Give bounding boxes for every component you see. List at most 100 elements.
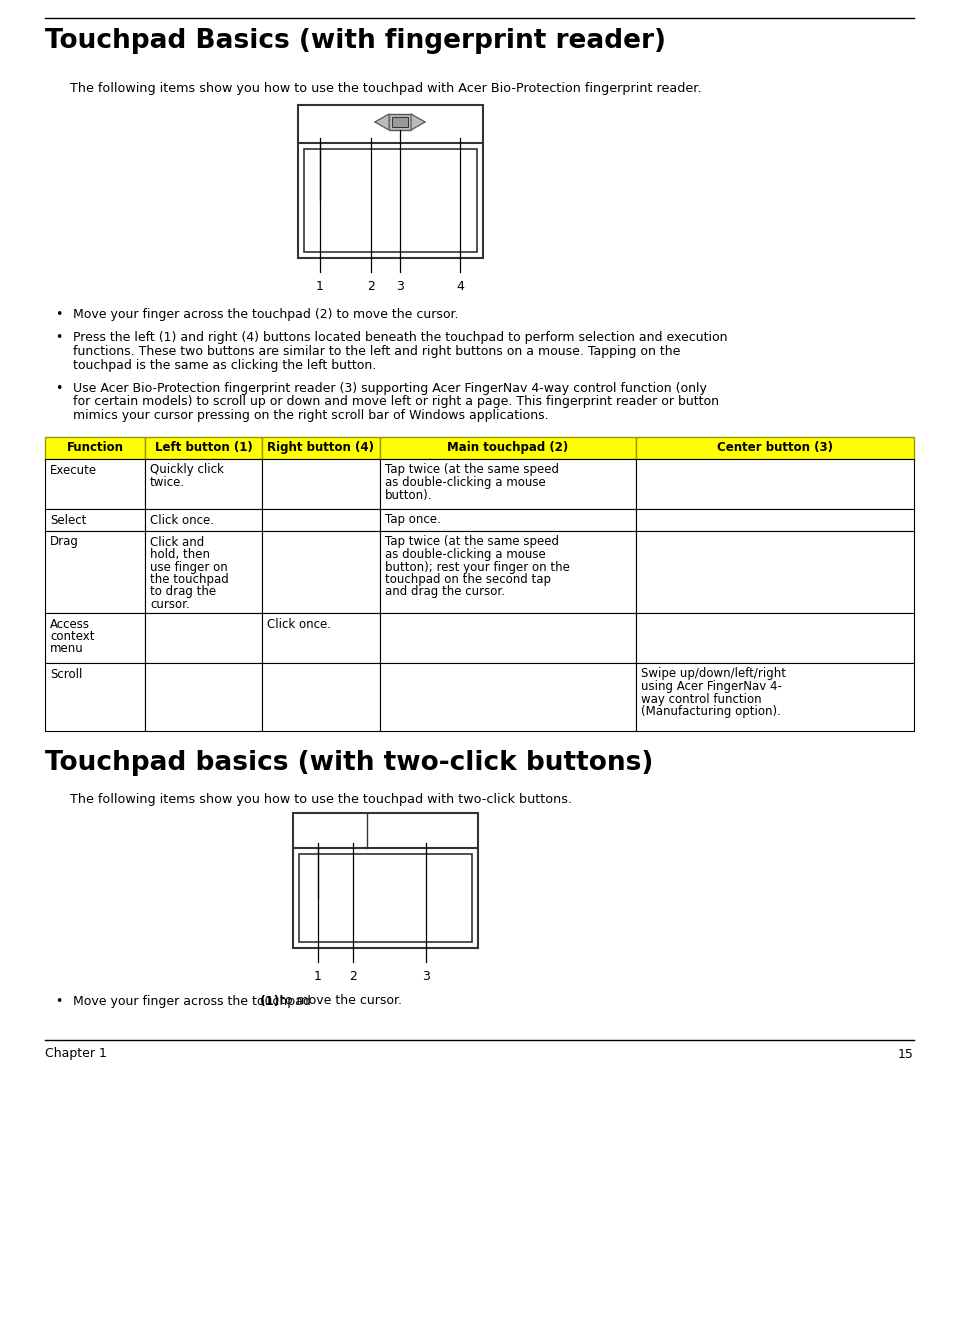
- Bar: [297, 106, 482, 258]
- Text: menu: menu: [50, 643, 84, 656]
- Text: to drag the: to drag the: [150, 585, 215, 599]
- Text: Tap twice (at the same speed: Tap twice (at the same speed: [384, 464, 558, 477]
- Text: Drag: Drag: [50, 536, 79, 549]
- Text: Main touchpad (2): Main touchpad (2): [447, 441, 568, 454]
- Text: button); rest your finger on the: button); rest your finger on the: [384, 561, 569, 573]
- Bar: [379, 663, 636, 731]
- Text: Function: Function: [67, 441, 123, 454]
- Bar: [379, 437, 636, 458]
- Text: using Acer FingerNav 4-: using Acer FingerNav 4-: [640, 680, 781, 693]
- Bar: [293, 812, 477, 947]
- Text: twice.: twice.: [150, 476, 185, 489]
- Bar: [379, 509, 636, 530]
- Text: as double-clicking a mouse: as double-clicking a mouse: [384, 476, 545, 489]
- Bar: [636, 437, 913, 458]
- Text: mimics your cursor pressing on the right scroll bar of Windows applications.: mimics your cursor pressing on the right…: [73, 409, 548, 422]
- Text: 2: 2: [367, 281, 375, 293]
- Bar: [379, 612, 636, 663]
- Bar: [145, 530, 262, 612]
- Bar: [392, 118, 408, 127]
- Text: Move your finger across the touchpad: Move your finger across the touchpad: [73, 994, 314, 1007]
- Bar: [262, 530, 379, 612]
- Text: Press the left (1) and right (4) buttons located beneath the touchpad to perform: Press the left (1) and right (4) buttons…: [73, 331, 727, 345]
- Bar: [636, 509, 913, 530]
- Bar: [145, 509, 262, 530]
- Bar: [304, 150, 476, 253]
- Text: Execute: Execute: [50, 464, 97, 477]
- Text: Move your finger across the touchpad (2) to move the cursor.: Move your finger across the touchpad (2)…: [73, 309, 458, 321]
- Text: Tap twice (at the same speed: Tap twice (at the same speed: [384, 536, 558, 549]
- Text: Click once.: Click once.: [150, 513, 213, 526]
- Text: Touchpad Basics (with fingerprint reader): Touchpad Basics (with fingerprint reader…: [45, 28, 665, 53]
- Text: 1: 1: [315, 281, 324, 293]
- Text: •: •: [55, 309, 62, 321]
- Text: Quickly click: Quickly click: [150, 464, 224, 477]
- Bar: [45, 437, 145, 458]
- Text: Chapter 1: Chapter 1: [45, 1047, 107, 1061]
- Text: Tap once.: Tap once.: [384, 513, 440, 526]
- Bar: [45, 458, 145, 509]
- Text: Center button (3): Center button (3): [717, 441, 832, 454]
- Bar: [636, 458, 913, 509]
- Text: •: •: [55, 382, 62, 395]
- Bar: [636, 530, 913, 612]
- Bar: [262, 509, 379, 530]
- Bar: [45, 509, 145, 530]
- Text: cursor.: cursor.: [150, 599, 190, 611]
- Bar: [145, 612, 262, 663]
- Text: 15: 15: [897, 1047, 913, 1061]
- Bar: [636, 612, 913, 663]
- Text: The following items show you how to use the touchpad with two-click buttons.: The following items show you how to use …: [70, 792, 572, 806]
- Text: 2: 2: [349, 970, 356, 982]
- Text: the touchpad: the touchpad: [150, 573, 229, 587]
- Bar: [379, 458, 636, 509]
- Text: (1): (1): [259, 994, 280, 1007]
- Text: for certain models) to scroll up or down and move left or right a page. This fin: for certain models) to scroll up or down…: [73, 395, 719, 409]
- Text: Access: Access: [50, 617, 90, 631]
- Polygon shape: [411, 114, 424, 130]
- Bar: [298, 854, 472, 942]
- Text: (Manufacturing option).: (Manufacturing option).: [640, 705, 780, 717]
- Text: touchpad is the same as clicking the left button.: touchpad is the same as clicking the lef…: [73, 358, 375, 371]
- Text: 3: 3: [421, 970, 430, 982]
- Bar: [45, 612, 145, 663]
- Text: Scroll: Scroll: [50, 668, 82, 680]
- Text: context: context: [50, 631, 94, 643]
- Text: 3: 3: [395, 281, 403, 293]
- Bar: [262, 458, 379, 509]
- Bar: [145, 437, 262, 458]
- Text: Left button (1): Left button (1): [154, 441, 253, 454]
- Bar: [379, 530, 636, 612]
- Text: and drag the cursor.: and drag the cursor.: [384, 585, 504, 599]
- Text: Use Acer Bio-Protection fingerprint reader (3) supporting Acer FingerNav 4-way c: Use Acer Bio-Protection fingerprint read…: [73, 382, 706, 395]
- Text: •: •: [55, 994, 62, 1007]
- Bar: [262, 437, 379, 458]
- Bar: [262, 663, 379, 731]
- Text: 4: 4: [456, 281, 463, 293]
- Text: Click once.: Click once.: [267, 617, 331, 631]
- Text: button).: button).: [384, 489, 432, 501]
- Text: Touchpad basics (with two-click buttons): Touchpad basics (with two-click buttons): [45, 751, 653, 776]
- Text: 1: 1: [314, 970, 321, 982]
- Text: use finger on: use finger on: [150, 561, 228, 573]
- Bar: [45, 663, 145, 731]
- Bar: [389, 114, 411, 130]
- Text: touchpad on the second tap: touchpad on the second tap: [384, 573, 550, 587]
- Text: way control function: way control function: [640, 692, 760, 705]
- Text: hold, then: hold, then: [150, 548, 210, 561]
- Text: as double-clicking a mouse: as double-clicking a mouse: [384, 548, 545, 561]
- Bar: [45, 530, 145, 612]
- Text: The following items show you how to use the touchpad with Acer Bio-Protection fi: The following items show you how to use …: [70, 81, 700, 95]
- Bar: [262, 612, 379, 663]
- Text: to move the cursor.: to move the cursor.: [275, 994, 401, 1007]
- Bar: [145, 663, 262, 731]
- Text: Right button (4): Right button (4): [267, 441, 374, 454]
- Bar: [145, 458, 262, 509]
- Bar: [636, 663, 913, 731]
- Text: Select: Select: [50, 513, 87, 526]
- Text: •: •: [55, 331, 62, 345]
- Text: functions. These two buttons are similar to the left and right buttons on a mous: functions. These two buttons are similar…: [73, 345, 679, 358]
- Text: Swipe up/down/left/right: Swipe up/down/left/right: [640, 668, 785, 680]
- Text: Click and: Click and: [150, 536, 204, 549]
- Polygon shape: [375, 114, 389, 130]
